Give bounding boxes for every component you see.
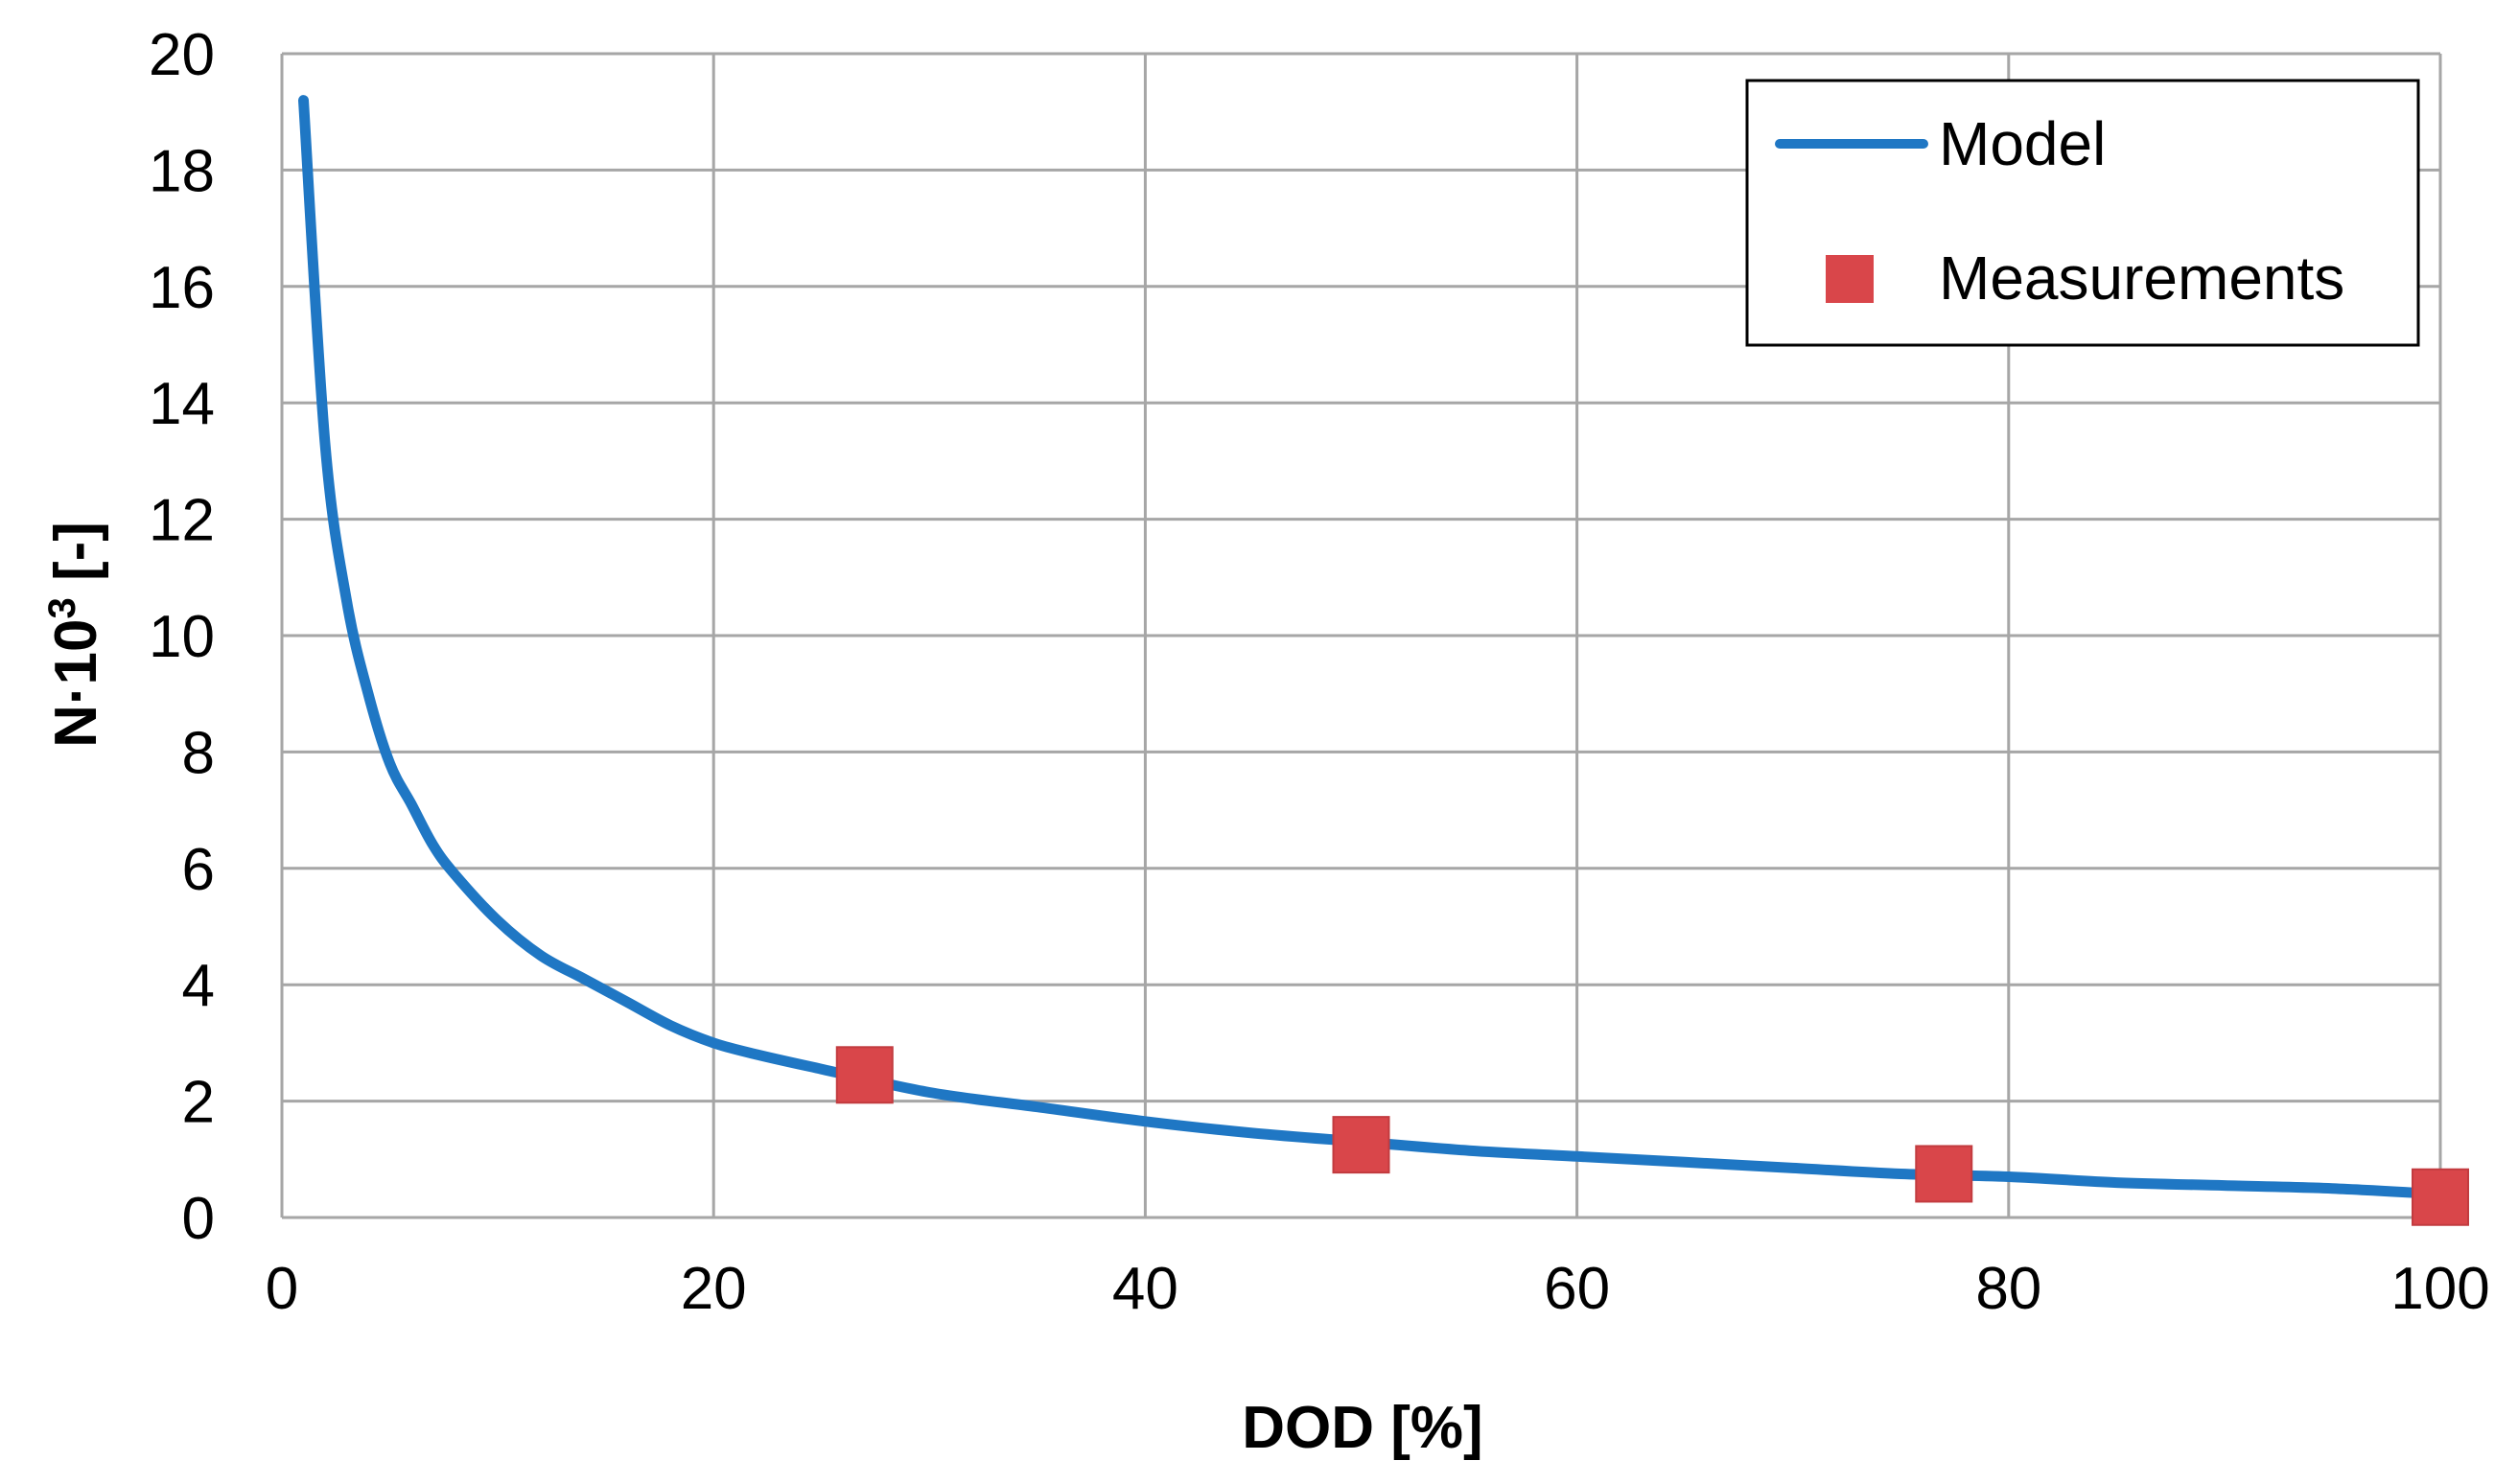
x-tick-label-40: 40 <box>1112 1256 1178 1322</box>
x-tick-label-80: 80 <box>1975 1256 2041 1322</box>
y-tick-label-4: 4 <box>182 953 215 1019</box>
legend: Model Measurements <box>1745 79 2420 347</box>
y-tick-label-0: 0 <box>182 1186 215 1252</box>
x-axis-title: DOD [%] <box>1242 1395 1482 1461</box>
x-tick-label-100: 100 <box>2390 1256 2489 1322</box>
y-axis-title: N·103 [-] <box>41 522 109 748</box>
y-tick-label-2: 2 <box>182 1070 215 1136</box>
legend-measurements-label: Measurements <box>1939 243 2344 313</box>
legend-model-label: Model <box>1939 109 2106 178</box>
series-layer <box>298 95 2469 1226</box>
measurement-point <box>2412 1168 2469 1226</box>
x-tick-label-0: 0 <box>266 1256 298 1322</box>
tick-labels: 0 20 40 60 80 100 0 2 4 6 8 10 12 14 16 18 20 <box>149 22 2490 1322</box>
measurement-point <box>835 1046 894 1104</box>
y-tick-label-10: 10 <box>149 604 215 670</box>
measurement-point <box>1332 1116 1390 1174</box>
x-tick-label-20: 20 <box>681 1256 747 1322</box>
y-tick-label-14: 14 <box>149 371 215 437</box>
y-tick-label-8: 8 <box>182 720 215 786</box>
y-axis-title-superscript: 3 <box>41 597 83 618</box>
y-tick-label-18: 18 <box>149 138 215 204</box>
measurement-point <box>1915 1145 1973 1203</box>
grid <box>280 52 2442 1219</box>
y-tick-label-12: 12 <box>149 488 215 554</box>
y-tick-label-6: 6 <box>182 837 215 903</box>
y-axis-title-base: N·10 <box>43 619 109 748</box>
x-tick-label-60: 60 <box>1544 1256 1610 1322</box>
y-axis-title-unit: [-] <box>43 522 109 597</box>
y-tick-label-16: 16 <box>149 255 215 321</box>
legend-measurements-marker-swatch <box>1826 255 1874 303</box>
y-tick-label-20: 20 <box>149 22 215 88</box>
